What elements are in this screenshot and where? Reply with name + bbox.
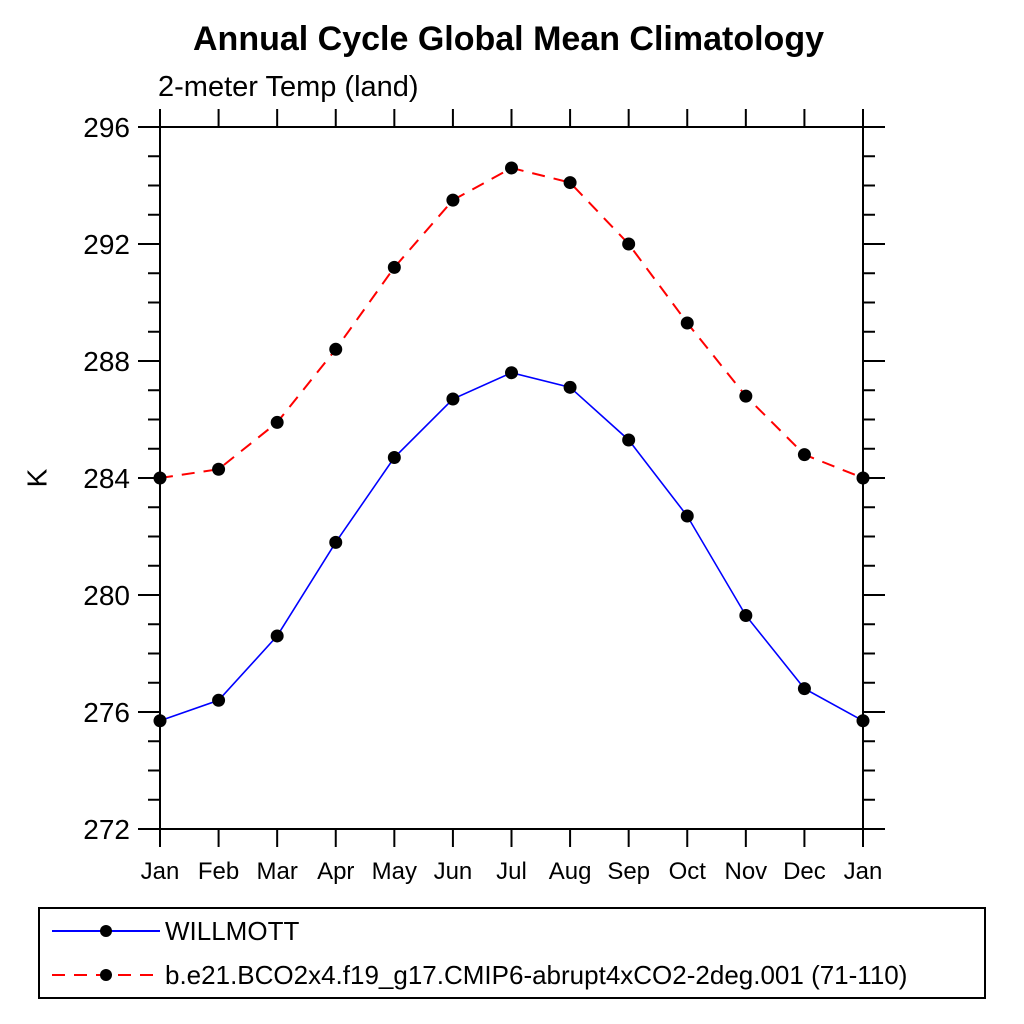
x-tick-label: Jan — [844, 858, 883, 885]
data-point — [387, 260, 401, 274]
data-point — [505, 161, 518, 175]
x-tick-label: Jul — [496, 858, 527, 885]
data-point — [212, 693, 226, 707]
legend-line-sample-solid — [52, 925, 160, 937]
data-point — [563, 380, 577, 394]
data-point — [739, 608, 753, 622]
data-point — [329, 535, 343, 549]
legend-marker-icon — [100, 969, 112, 981]
x-tick-label: Aug — [549, 858, 592, 885]
legend-entry-willmott: WILLMOTT — [40, 909, 984, 953]
chart-title: Annual Cycle Global Mean Climatology — [193, 20, 824, 58]
data-point — [680, 509, 694, 523]
y-tick-label: 280 — [83, 580, 130, 611]
data-point — [153, 471, 167, 485]
data-point — [446, 392, 460, 406]
series-line-0 — [159, 371, 864, 722]
data-point — [797, 682, 811, 696]
legend-marker-icon — [100, 925, 112, 937]
data-point — [856, 714, 870, 728]
data-point — [563, 176, 577, 190]
legend-line-sample-dashed — [52, 969, 160, 981]
legend: WILLMOTT b.e21.BCO2x4.f19_g17.CMIP6-abru… — [38, 907, 986, 999]
x-tick-label: Dec — [783, 858, 826, 885]
x-tick-label: May — [372, 858, 417, 885]
data-point — [739, 389, 753, 403]
y-tick-label: 292 — [83, 229, 130, 260]
data-point — [680, 316, 694, 330]
y-tick-label: 284 — [83, 463, 130, 494]
x-tick-label: Sep — [607, 858, 650, 885]
data-point — [329, 342, 343, 356]
x-tick-label: Oct — [669, 858, 707, 885]
data-point — [505, 366, 518, 380]
x-tick-label: Apr — [317, 858, 354, 885]
y-tick-label: 272 — [83, 814, 130, 845]
legend-label: WILLMOTT — [165, 915, 300, 946]
data-point — [446, 193, 460, 207]
series-line-1 — [159, 166, 864, 479]
y-tick-label: 296 — [83, 112, 130, 143]
plot-box — [159, 126, 864, 830]
data-point — [387, 451, 401, 465]
data-point — [622, 237, 636, 251]
data-point — [270, 629, 284, 643]
legend-entry-model: b.e21.BCO2x4.f19_g17.CMIP6-abrupt4xCO2-2… — [40, 953, 984, 997]
x-tick-label: Feb — [198, 858, 239, 885]
legend-label: b.e21.BCO2x4.f19_g17.CMIP6-abrupt4xCO2-2… — [165, 959, 908, 990]
x-tick-label: Jun — [434, 858, 473, 885]
data-point — [856, 471, 870, 485]
data-point — [270, 415, 284, 429]
x-tick-label: Nov — [724, 858, 767, 885]
data-point — [153, 714, 167, 728]
data-point — [212, 462, 226, 476]
y-tick-label: 288 — [83, 346, 130, 377]
y-tick-label: 276 — [83, 697, 130, 728]
x-tick-label: Mar — [256, 858, 297, 885]
x-tick-label: Jan — [141, 858, 180, 885]
chart-subtitle: 2-meter Temp (land) — [158, 71, 419, 103]
data-point — [797, 448, 811, 462]
data-point — [622, 433, 636, 447]
